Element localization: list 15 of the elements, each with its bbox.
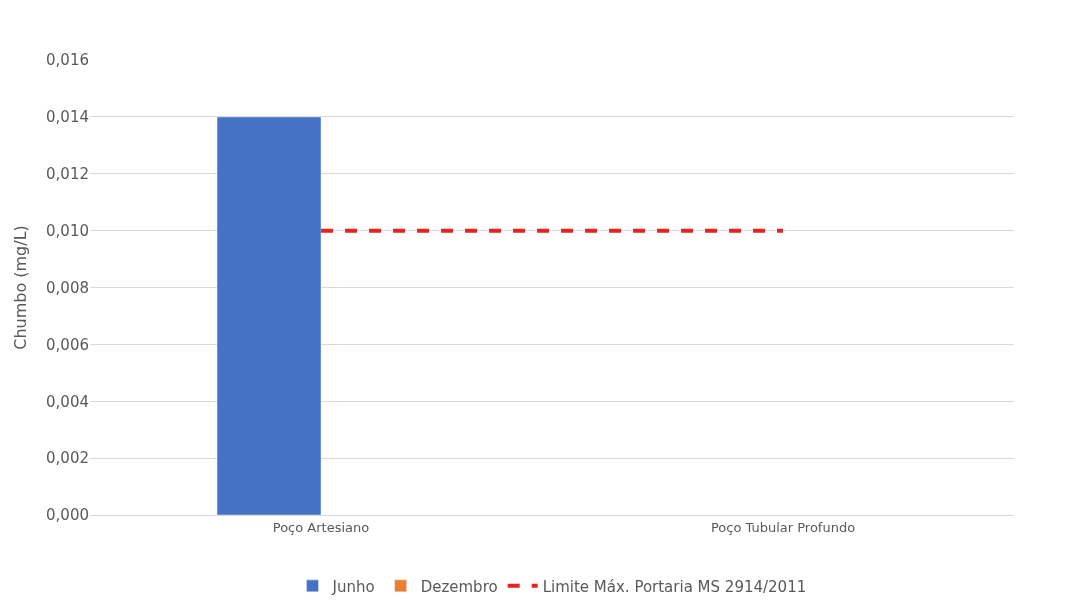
x-tick-label: Poço Artesiano <box>272 519 370 535</box>
y-tick-label: 0,008 <box>46 278 89 297</box>
x-tick-label: Poço Tubular Profundo <box>710 519 856 535</box>
y-tick-label: 0,006 <box>46 335 89 354</box>
y-tick-label: 0,012 <box>46 165 89 183</box>
y-tick-label: 0,000 <box>46 506 89 525</box>
y-tick-label: 0,010 <box>46 221 89 240</box>
y-tick-label: 0,002 <box>46 449 89 468</box>
y-axis-title: Chumbo (mg/L) <box>10 225 30 350</box>
y-tick-label: 0,016 <box>46 51 89 70</box>
legend-label: Dezembro <box>420 577 498 596</box>
y-tick-label: 0,004 <box>46 392 89 411</box>
y-tick-label: 0,014 <box>46 108 89 127</box>
legend-label: Junho <box>331 577 375 596</box>
legend-label: Limite Máx. Portaria MS 2914/2011 <box>542 577 807 596</box>
